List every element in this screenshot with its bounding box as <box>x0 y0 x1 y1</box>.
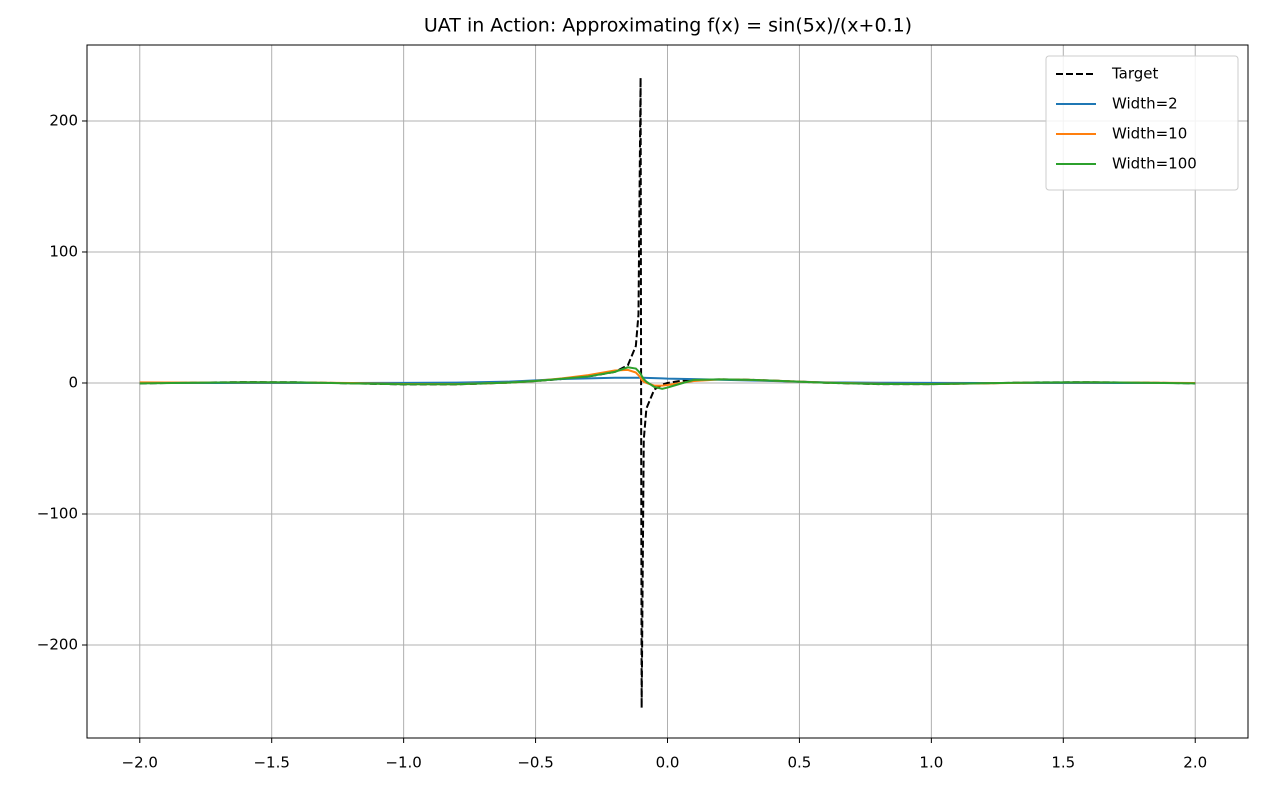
x-tick-label: −2.0 <box>122 754 158 772</box>
x-tick-label: 1.5 <box>1051 754 1075 772</box>
legend-label: Width=100 <box>1112 155 1197 173</box>
legend-box <box>1045 55 1239 191</box>
series-line <box>139 366 1196 390</box>
chart-title: UAT in Action: Approximating f(x) = sin(… <box>424 15 912 37</box>
legend-label: Width=10 <box>1112 125 1187 143</box>
x-tick-label: −1.0 <box>385 754 421 772</box>
x-tick-label: 1.0 <box>919 754 943 772</box>
x-tick-label: −1.5 <box>253 754 289 772</box>
y-tick-label: 100 <box>49 242 78 260</box>
y-tick-label: 200 <box>49 111 78 129</box>
legend-label: Width=2 <box>1112 95 1178 113</box>
y-tick-label: −100 <box>37 504 78 522</box>
y-tick-label: −200 <box>37 635 78 653</box>
x-tick-label: 0.0 <box>656 754 680 772</box>
plot-frame <box>86 44 1249 739</box>
x-tick-label: 0.5 <box>788 754 812 772</box>
legend-label: Target <box>1111 65 1159 83</box>
x-tick-label: 2.0 <box>1183 754 1207 772</box>
x-tick-label: −0.5 <box>517 754 553 772</box>
y-tick-label: 0 <box>68 373 78 391</box>
